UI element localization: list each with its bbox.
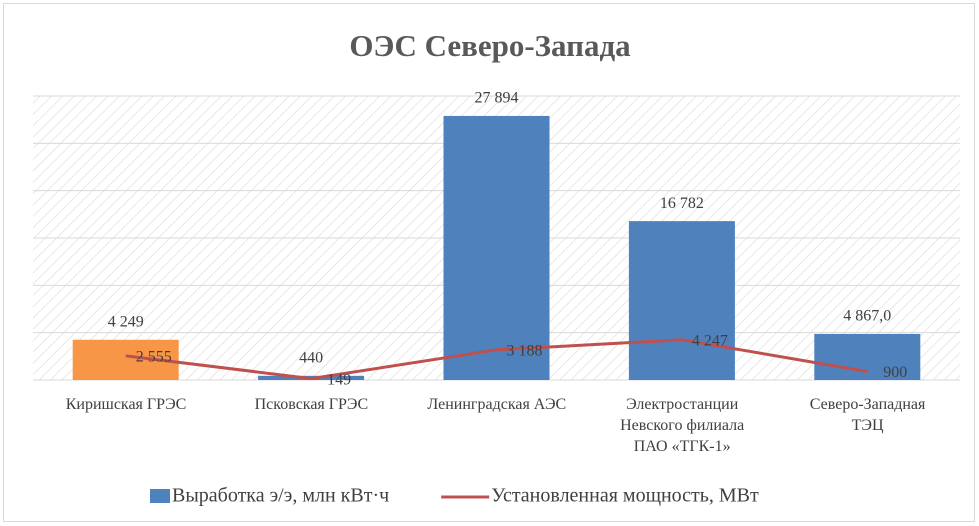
bar xyxy=(628,221,735,380)
data-label: 4 249 xyxy=(108,313,144,330)
data-label: 4 247 xyxy=(692,332,728,349)
legend-label: Выработка э/э, млн кВт·ч xyxy=(172,485,389,507)
data-label: 149 xyxy=(327,371,351,388)
bar xyxy=(814,333,921,380)
data-label: 2 555 xyxy=(136,348,172,365)
bar xyxy=(443,115,550,380)
data-label: 16 782 xyxy=(660,195,704,212)
chart-title: ОЭС Северо-Запада xyxy=(349,28,631,63)
legend-swatch xyxy=(150,489,170,503)
x-tick-label: Киришская ГРЭС xyxy=(65,396,187,413)
legend-label: Установленная мощность, МВт xyxy=(491,485,759,507)
x-tick-label: Северо-Западная ТЭЦ xyxy=(809,396,926,434)
data-label: 440 xyxy=(299,350,323,367)
data-label: 900 xyxy=(883,364,907,381)
x-tick-label: Электростанции Невского филиала ПАО «ТГК… xyxy=(620,396,745,455)
data-label: 3 188 xyxy=(507,342,543,359)
data-label: 27 894 xyxy=(475,90,519,107)
x-tick-label: Псковская ГРЭС xyxy=(254,396,369,413)
x-tick-label: Ленинградская АЭС xyxy=(427,396,567,413)
line xyxy=(125,338,868,381)
chart-border xyxy=(3,3,975,522)
data-label: 4 867,0 xyxy=(843,308,891,325)
